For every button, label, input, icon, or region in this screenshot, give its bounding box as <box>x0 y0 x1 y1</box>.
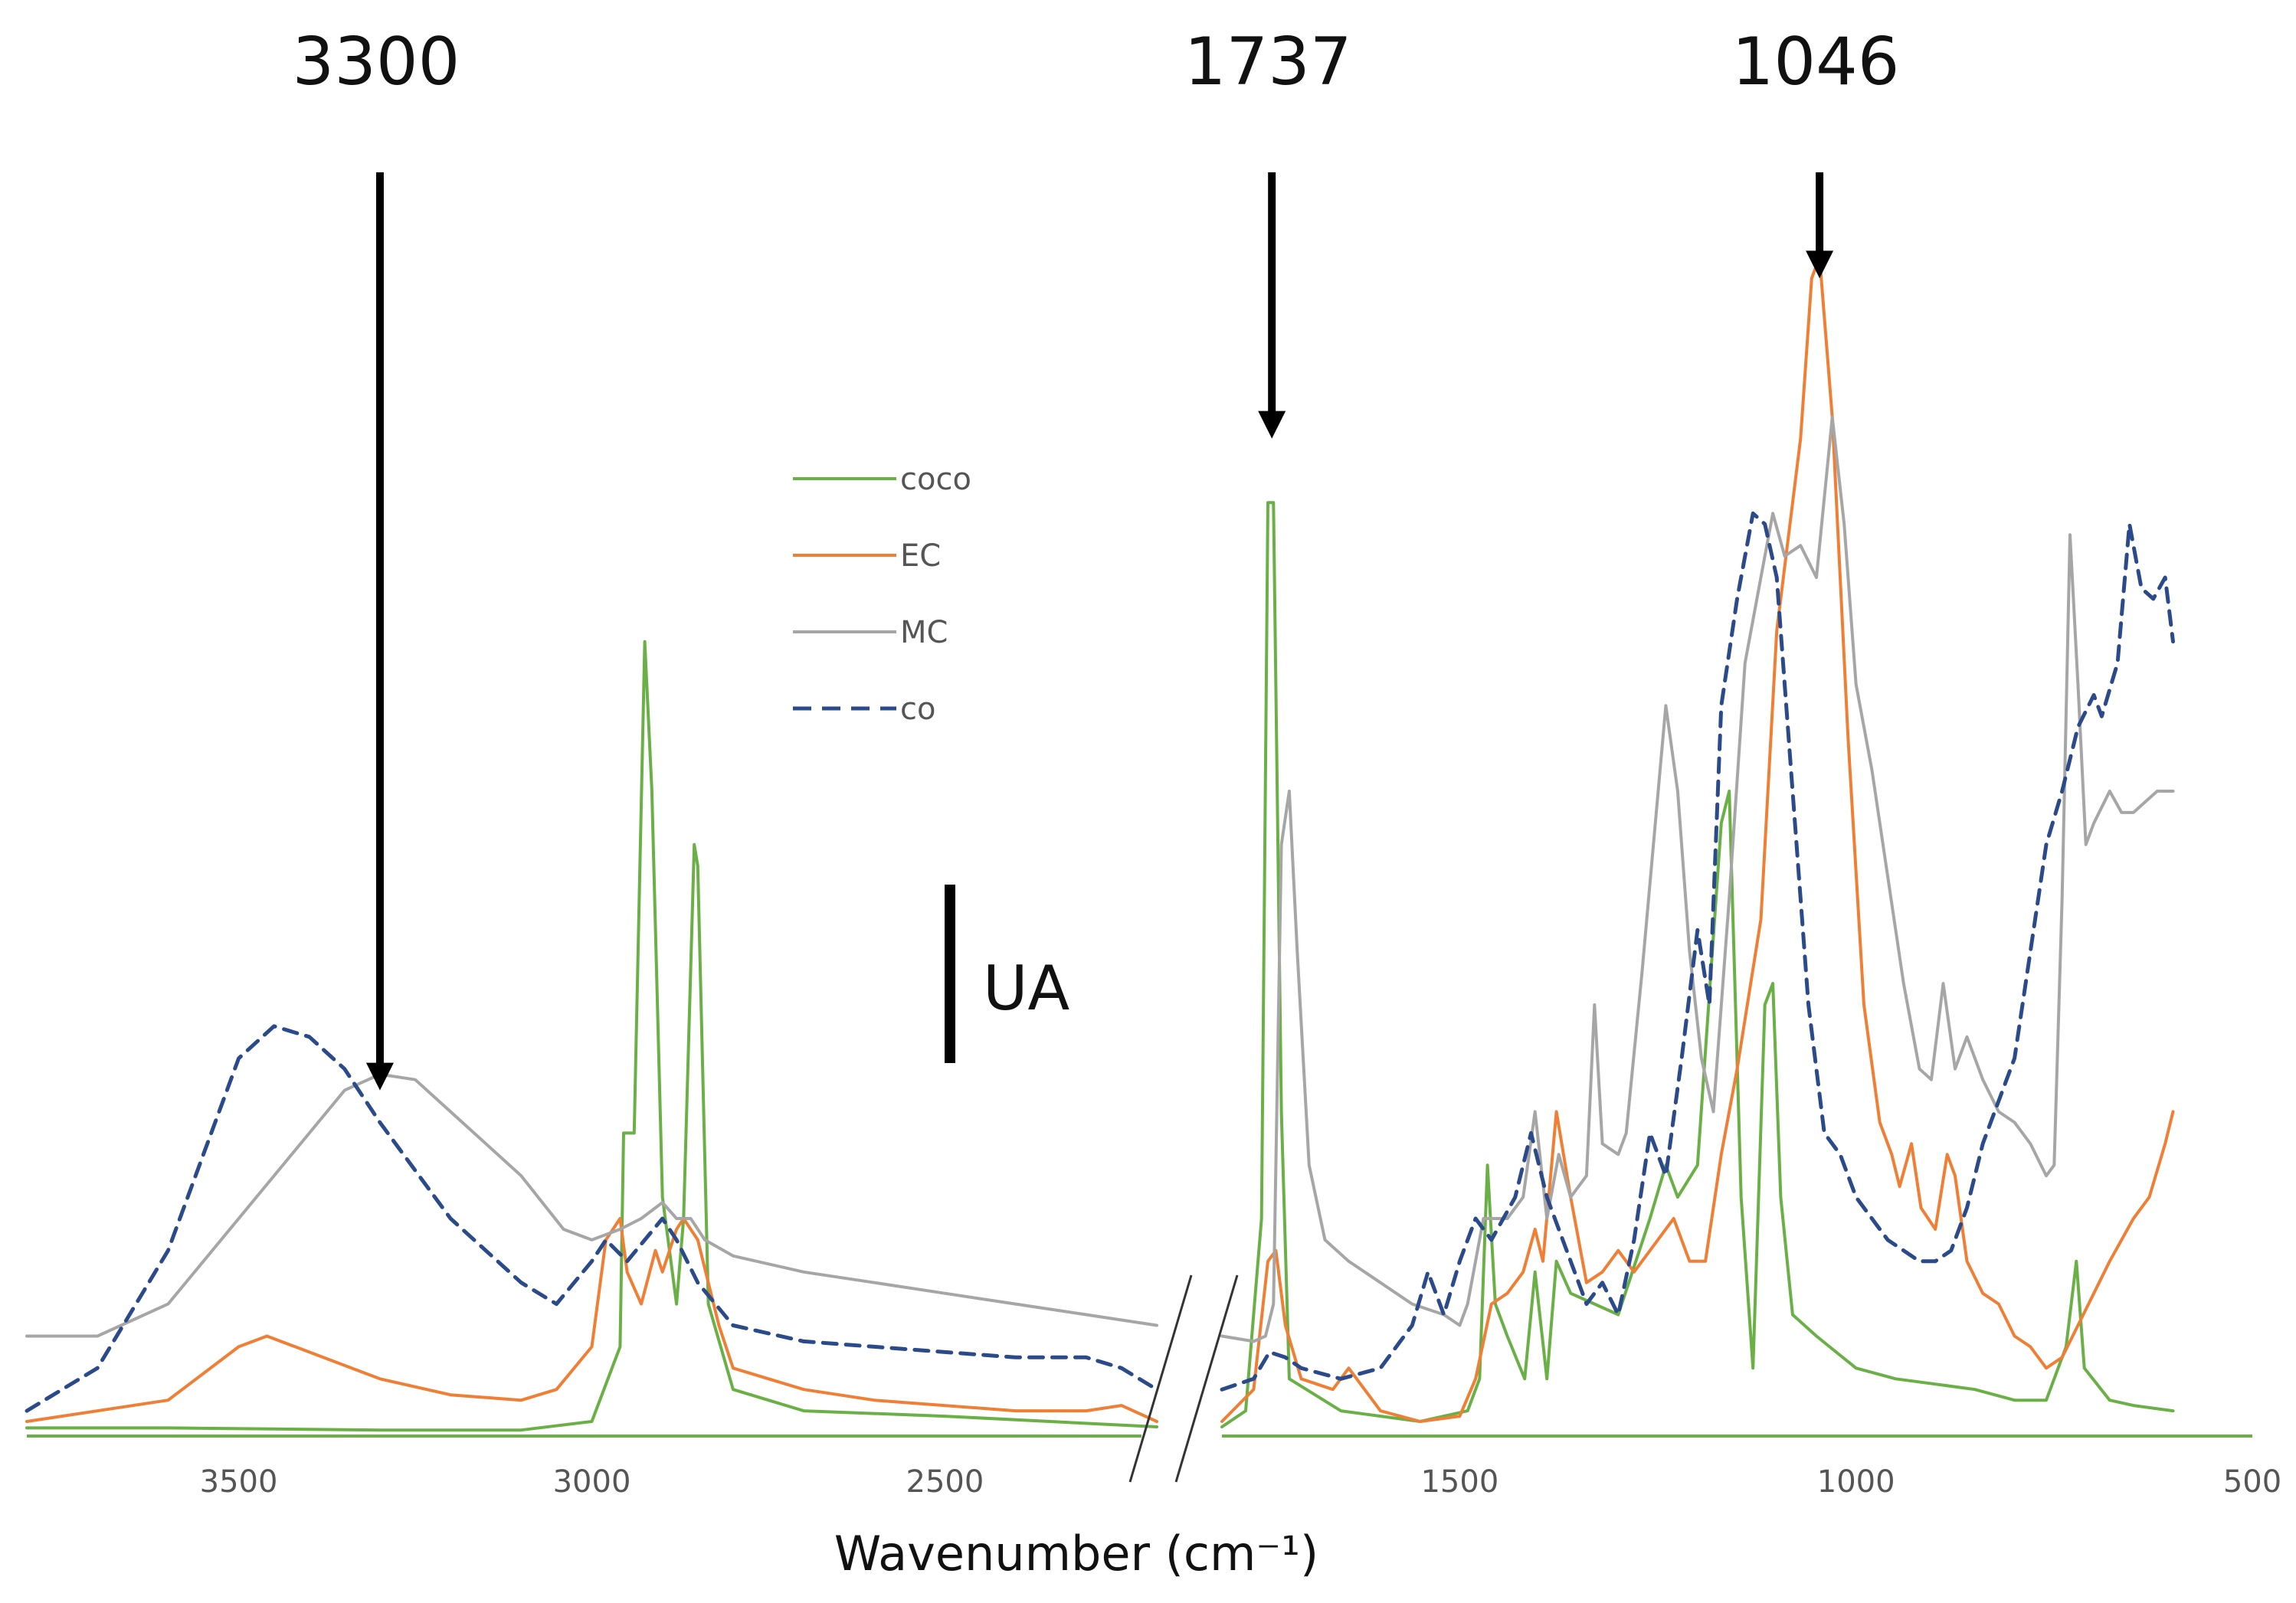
series-line-coco-right <box>1220 501 2175 1428</box>
x-tick-label: 2500 <box>906 1464 984 1500</box>
x-axis-label: Wavenumber (cm⁻¹) <box>834 1526 1318 1582</box>
series-line-mc-right <box>1220 415 2175 1343</box>
series-line-ec-left <box>25 1217 1158 1423</box>
legend-label-coco: coco <box>900 462 971 497</box>
x-tick-label: 3500 <box>200 1464 278 1500</box>
peak-label-1046: 1046 <box>1732 24 1900 100</box>
series-layer <box>25 255 2175 1432</box>
axis-break-mark <box>1174 1274 1239 1483</box>
series-line-mc-left <box>25 1072 1158 1338</box>
series-line-co-right <box>1220 511 2175 1392</box>
x-tick-label: 1000 <box>1817 1464 1895 1500</box>
tick-labels: 3500 3000 2500 1500 1000 500 <box>200 1464 2282 1500</box>
legend-label-co: co <box>900 692 935 727</box>
series-line-coco-left <box>25 640 1158 1432</box>
x-tick-label: 500 <box>2223 1464 2281 1500</box>
peak-arrowhead-1737 <box>1258 411 1286 439</box>
peak-arrowhead-1046 <box>1806 250 1834 279</box>
peak-label-1737: 1737 <box>1184 24 1352 100</box>
peak-label-3300: 3300 <box>293 24 460 100</box>
peak-arrowhead-3300 <box>365 1062 394 1091</box>
series-line-co-left <box>25 1024 1159 1413</box>
x-tick-label: 1500 <box>1420 1464 1498 1500</box>
legend-label-mc: MC <box>900 615 948 650</box>
legend-label-ec: EC <box>900 538 941 574</box>
scale-bar-label: UA <box>983 953 1070 1024</box>
x-tick-label: 3000 <box>553 1464 631 1500</box>
axis-break-mark <box>1128 1274 1193 1483</box>
legend: coco EC MC co <box>793 462 971 727</box>
peak-annotations: 3300 1737 1046 <box>293 24 1900 1091</box>
series-line-ec-right <box>1220 255 2175 1423</box>
